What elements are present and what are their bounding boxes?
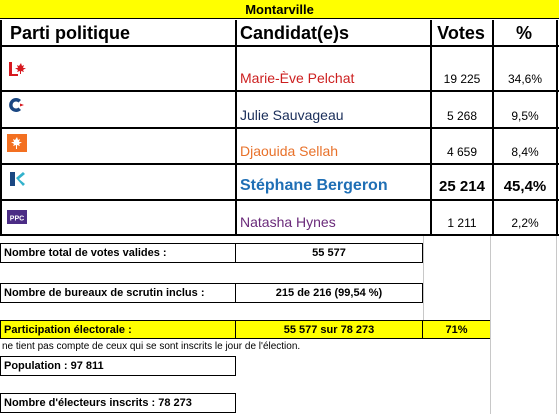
header-votes: Votes [437,22,485,43]
grid-line [556,20,558,236]
candidate-name: Julie Sauvageau [240,107,344,123]
grid-line [0,20,2,236]
grid-line [430,20,432,236]
district-title: Montarville [0,0,559,19]
turnout-note: ne tient pas compte de ceux qui se sont … [2,341,301,352]
header-candidate: Candidat(e)s [240,22,350,43]
candidate-percent: 9,5% [511,109,539,123]
grid-line [0,199,559,201]
candidate-percent: 2,2% [511,216,539,230]
ppc-logo-icon: PPC [6,208,28,226]
candidate-votes: 1 211 [447,216,477,230]
candidate-votes: 5 268 [446,109,478,123]
bloc-logo-icon [6,170,28,188]
candidate-votes: 19 225 [443,72,481,86]
sheet-gridline [490,236,491,414]
candidate-percent: 34,6% [507,72,543,86]
grid-line [0,90,559,92]
sheet-gridline [423,236,424,320]
svg-text:PPC: PPC [10,216,24,223]
grid-line [0,163,559,165]
turnout-value: 55 577 sur 78 273 [236,320,423,339]
candidate-name: Natasha Hynes [240,214,336,230]
grid-line [235,20,237,236]
header-percent: % [515,22,532,43]
candidate-percent: 45,4% [503,178,547,195]
ndp-logo-icon [6,134,28,152]
candidate-percent: 8,4% [511,145,539,159]
liberal-logo-icon [6,60,28,78]
grid-line [0,45,559,47]
population-label: Population : 97 811 [0,356,236,376]
grid-line [0,234,559,236]
polling-stations-value: 215 de 216 (99,54 %) [236,283,423,303]
candidate-name: Djaouida Sellah [240,143,339,159]
polling-stations-label: Nombre de bureaux de scrutin inclus : [0,283,236,303]
grid-line [0,127,559,129]
candidate-name: Stéphane Bergeron [240,177,388,194]
valid-votes-label: Nombre total de votes valides : [0,243,236,263]
turnout-label: Participation électorale : [0,320,236,339]
turnout-percent: 71% [423,320,491,339]
conservative-logo-icon [6,96,28,114]
header-party: Parti politique [10,22,131,43]
grid-line [492,20,494,236]
candidate-votes: 25 214 [439,178,485,195]
valid-votes-value: 55 577 [236,243,423,263]
candidate-votes: 4 659 [446,145,478,159]
candidate-name: Marie-Ève Pelchat [240,70,355,86]
registered-voters-label: Nombre d'électeurs inscrits : 78 273 [0,393,236,413]
sheet-gridline [556,236,557,414]
